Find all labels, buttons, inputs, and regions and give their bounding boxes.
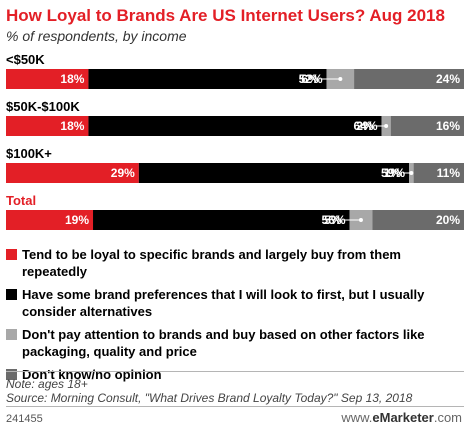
chart-subtitle: % of respondents, by income [6,28,187,44]
bar-segment [372,210,464,230]
chart-id: 241455 [6,413,43,425]
chart-legend: Tend to be loyal to specific brands and … [6,246,466,389]
data-label: 1% [384,166,402,180]
leader-dot [384,124,389,128]
bar-segment [88,116,382,136]
leader-dot [338,77,343,81]
data-label: 6% [301,72,319,86]
data-label: 52% [299,72,323,86]
bar-segment [354,69,464,89]
legend-item: Don't pay attention to brands and buy ba… [6,326,466,360]
data-label: 18% [60,119,84,133]
bar-segment [390,116,464,136]
footer-divider-bottom [6,406,464,407]
bar-segment [6,163,139,183]
data-label: 2% [356,119,374,133]
bar-segment [138,163,410,183]
legend-swatch [6,249,17,260]
leader-dot [358,218,363,222]
data-label: 11% [437,166,461,180]
legend-swatch [6,329,17,340]
legend-swatch [6,369,17,380]
bar-segment [6,210,94,230]
bar-segment [413,163,464,183]
data-label: 5% [324,213,342,227]
stacked-bar-chart: <$50K 18% 52%6% 24% $50K-$100K 18% 64%2% 16% $10… [6,52,464,230]
data-label: 16% [436,119,460,133]
category-label: $100K+ [6,146,52,161]
legend-label: Tend to be loyal to specific brands and … [22,247,401,279]
legend-swatch [6,289,17,300]
legend-label: Don't know/no opinion [22,367,162,382]
bar-segment [88,69,327,89]
footer-note: Note: ages 18+ [6,377,88,391]
bar-segment [6,116,89,136]
data-label: 19% [65,213,89,227]
legend-item: Tend to be loyal to specific brands and … [6,246,466,280]
footer-source: Source: Morning Consult, "What Drives Br… [6,391,413,405]
legend-item: Don't know/no opinion [6,366,466,383]
footer-divider-top [6,371,464,372]
brand-logo: www.eMarketer.com [341,410,462,425]
category-label: <$50K [6,52,45,67]
data-label: 64% [354,119,378,133]
data-label: 56% [321,213,345,227]
leader-dot [409,171,414,175]
data-label: 20% [436,213,460,227]
data-label: 18% [60,72,84,86]
bar-segment [93,210,350,230]
legend-label: Have some brand preferences that I will … [22,287,425,319]
category-label: $50K-$100K [6,99,80,114]
data-label: 59% [381,166,405,180]
bar-segment [6,69,89,89]
legend-label: Don't pay attention to brands and buy ba… [22,327,425,359]
category-label: Total [6,193,36,208]
legend-item: Have some brand preferences that I will … [6,286,466,320]
data-label: 24% [436,72,460,86]
chart-title: How Loyal to Brands Are US Internet User… [6,6,445,25]
data-label: 29% [111,166,135,180]
